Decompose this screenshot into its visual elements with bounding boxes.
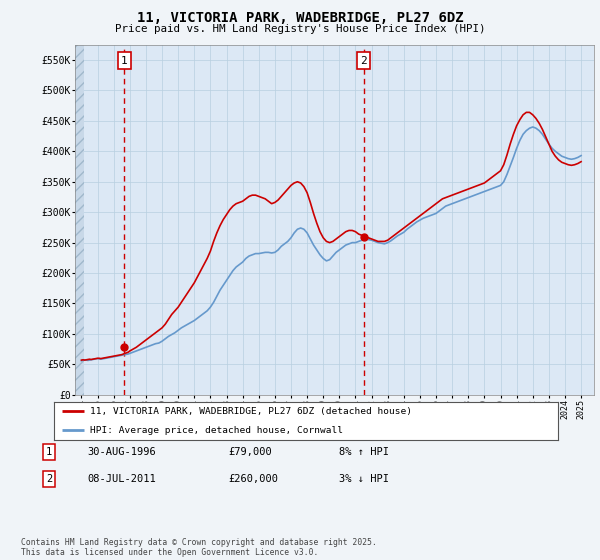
Text: 1: 1 [121,55,128,66]
Text: 11, VICTORIA PARK, WADEBRIDGE, PL27 6DZ (detached house): 11, VICTORIA PARK, WADEBRIDGE, PL27 6DZ … [90,407,412,416]
Text: 2: 2 [361,55,367,66]
Text: £79,000: £79,000 [228,447,272,457]
Text: £260,000: £260,000 [228,474,278,484]
Text: 08-JUL-2011: 08-JUL-2011 [87,474,156,484]
Text: 1: 1 [46,447,52,457]
Text: 11, VICTORIA PARK, WADEBRIDGE, PL27 6DZ: 11, VICTORIA PARK, WADEBRIDGE, PL27 6DZ [137,11,463,25]
Text: 30-AUG-1996: 30-AUG-1996 [87,447,156,457]
Text: 2: 2 [46,474,52,484]
Text: Contains HM Land Registry data © Crown copyright and database right 2025.
This d: Contains HM Land Registry data © Crown c… [21,538,377,557]
Bar [75,45,84,395]
Text: HPI: Average price, detached house, Cornwall: HPI: Average price, detached house, Corn… [90,426,343,435]
Text: Price paid vs. HM Land Registry's House Price Index (HPI): Price paid vs. HM Land Registry's House … [115,24,485,34]
Text: 3% ↓ HPI: 3% ↓ HPI [339,474,389,484]
Text: 8% ↑ HPI: 8% ↑ HPI [339,447,389,457]
